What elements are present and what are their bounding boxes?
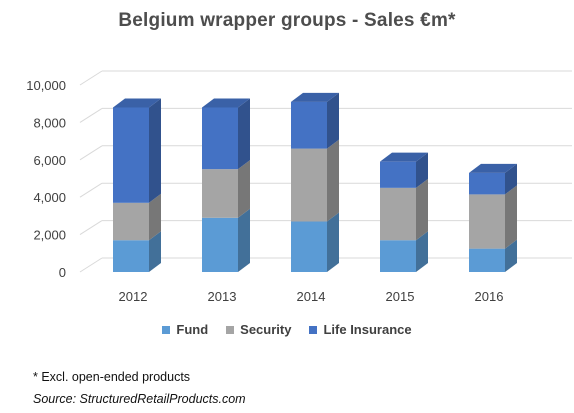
bar-side-security <box>238 160 250 218</box>
bar-top-life-insurance <box>202 98 250 108</box>
bar-life-insurance <box>202 107 238 170</box>
footnote: * Excl. open-ended products <box>33 370 191 384</box>
bar-security <box>291 148 327 222</box>
legend-item-fund: Fund <box>162 322 208 337</box>
bar-life-insurance <box>113 107 149 203</box>
bar-top-life-insurance <box>291 92 339 102</box>
bar-fund <box>469 248 505 272</box>
y-tick-label: 6,000 <box>33 153 66 168</box>
y-tick-label: 2,000 <box>33 228 66 243</box>
legend-swatch-life-insurance <box>309 325 318 334</box>
legend-label-fund: Fund <box>176 322 209 337</box>
chart-title: Belgium wrapper groups - Sales €m* <box>118 10 456 31</box>
bar-side-fund <box>327 212 339 272</box>
bar-security <box>113 202 149 241</box>
bar-security <box>380 187 416 241</box>
bar-fund <box>380 240 416 272</box>
bar-side-security <box>505 185 517 249</box>
gridline-diagonal <box>79 182 103 198</box>
bar-top-life-insurance <box>380 152 428 162</box>
bar-side-life-insurance <box>149 98 161 203</box>
bar-fund <box>291 221 327 272</box>
gridline-diagonal <box>79 107 103 123</box>
bar-life-insurance <box>291 101 327 149</box>
bar-security <box>202 169 238 218</box>
source-note: Source: StructuredRetailProducts.com <box>33 392 246 406</box>
bar-security <box>469 194 505 249</box>
bar-side-life-insurance <box>327 92 339 149</box>
bar-side-life-insurance <box>238 98 250 170</box>
gridline-diagonal <box>79 220 103 236</box>
gridline-diagonal <box>79 145 103 161</box>
legend-label-security: Security <box>240 322 292 337</box>
bar-fund <box>113 240 149 272</box>
legend-item-security: Security <box>226 322 291 337</box>
y-tick-label: 4,000 <box>33 190 66 205</box>
bar-side-security <box>416 178 428 241</box>
bar-side-fund <box>149 231 161 272</box>
bar-top-life-insurance <box>469 163 517 173</box>
bar-side-life-insurance <box>416 152 428 188</box>
legend: Fund Security Life Insurance <box>0 322 574 337</box>
x-tick-label: 2014 <box>297 289 326 304</box>
bar-top-life-insurance <box>113 98 161 108</box>
x-tick-label: 2013 <box>208 289 237 304</box>
bar-side-security <box>327 139 339 222</box>
y-tick-label: 0 <box>59 265 66 280</box>
legend-label-life-insurance: Life Insurance <box>323 322 412 337</box>
bar-fund <box>202 217 238 272</box>
legend-swatch-fund <box>162 325 171 334</box>
x-tick-label: 2016 <box>475 289 504 304</box>
x-tick-label: 2015 <box>386 289 415 304</box>
bar-side-fund <box>505 239 517 272</box>
legend-item-life-insurance: Life Insurance <box>309 322 412 337</box>
bar-side-fund <box>238 208 250 272</box>
x-tick-label: 2012 <box>119 289 148 304</box>
bar-side-security <box>149 193 161 241</box>
bar-side-fund <box>416 231 428 272</box>
legend-swatch-security <box>226 325 235 334</box>
bar-life-insurance <box>380 161 416 188</box>
bar-layer <box>113 92 517 272</box>
y-tick-label: 10,000 <box>26 78 66 93</box>
gridline-diagonal <box>79 70 103 86</box>
bar-side-life-insurance <box>505 163 517 195</box>
bar-life-insurance <box>469 172 505 195</box>
y-tick-label: 8,000 <box>33 115 66 130</box>
gridline-diagonal <box>79 257 103 273</box>
axis-layer: 0 2,000 4,000 6,000 8,000 10,000 2012 2013 2014 2… <box>26 78 503 304</box>
